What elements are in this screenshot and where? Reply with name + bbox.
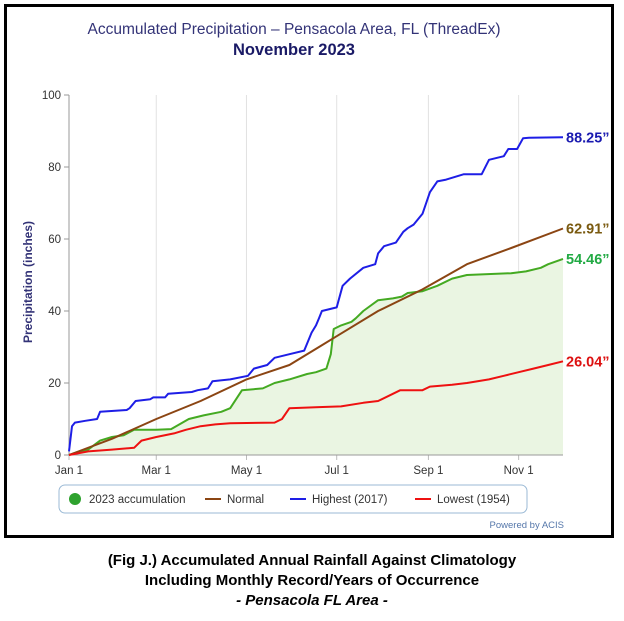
x-tick-label: May 1	[231, 465, 262, 477]
y-tick-label: 20	[48, 378, 61, 390]
legend-label: 2023 accumulation	[89, 494, 186, 506]
series-end-label: 26.04”	[566, 354, 610, 370]
series-area-fill	[69, 258, 563, 455]
series-line	[68, 136, 564, 452]
caption-line-3: - Pensacola FL Area -	[236, 592, 388, 609]
caption-line-2: Including Monthly Record/Years of Occurr…	[144, 572, 480, 589]
chart-frame: Accumulated Precipitation – Pensacola Ar…	[4, 4, 614, 538]
series-line	[68, 257, 564, 456]
series-area	[69, 258, 563, 455]
y-tick-label: 0	[55, 450, 61, 462]
legend-label: Highest (2017)	[312, 494, 388, 506]
legend: 2023 accumulation Normal Highest (2017) Low…	[58, 484, 528, 514]
series-lines	[68, 136, 564, 456]
x-tick-label: Jan 1	[55, 465, 83, 477]
legend-label: Lowest (1954)	[437, 494, 510, 506]
y-axis-label: Precipitation (inches)	[21, 221, 35, 343]
legend-marker	[69, 493, 81, 505]
chart-subtitle: November 2023	[233, 41, 355, 59]
credit[interactable]: Powered by ACIS	[490, 520, 564, 531]
y-tick-label: 100	[42, 90, 61, 102]
legend-label: Normal	[227, 494, 264, 506]
x-tick-label: Sep 1	[413, 465, 443, 477]
y-tick-label: 60	[48, 234, 61, 246]
caption-line-1: (Fig J.) Accumulated Annual Rainfall Aga…	[107, 552, 517, 569]
end-labels: 54.46” 62.91” 88.25” 26.04”	[566, 130, 610, 370]
x-tick-label: Nov 1	[504, 465, 534, 477]
series-line	[68, 227, 564, 456]
series-end-label: 54.46”	[566, 252, 610, 268]
chart: Accumulated Precipitation – Pensacola Ar…	[21, 21, 610, 531]
y-tick-label: 40	[48, 306, 61, 318]
figure-caption: (Fig J.) Accumulated Annual Rainfall Aga…	[0, 551, 624, 611]
series-end-label: 88.25”	[566, 130, 610, 146]
axes: Jan 1 Mar 1 May 1 Jul 1 Sep 1 Nov 1 0 20 40 60 80 1…	[42, 90, 563, 477]
chart-title: Accumulated Precipitation – Pensacola Ar…	[88, 21, 501, 38]
x-tick-label: Jul 1	[325, 465, 349, 477]
series-line	[68, 360, 564, 456]
series-end-label: 62.91”	[566, 222, 610, 238]
x-tick-label: Mar 1	[142, 465, 171, 477]
y-tick-label: 80	[48, 162, 61, 174]
